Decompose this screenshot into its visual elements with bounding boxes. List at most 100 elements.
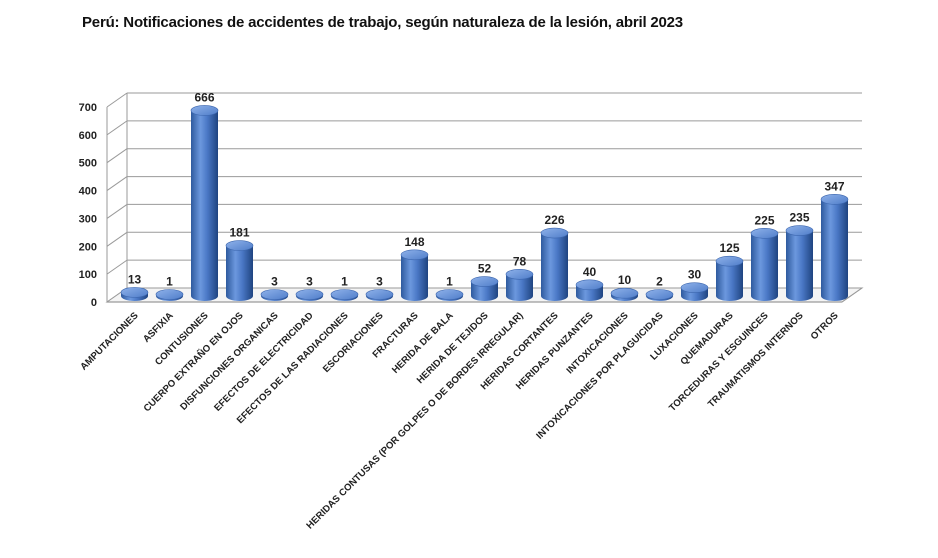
x-tick-label: ASFIXIA: [141, 310, 176, 345]
bar: [540, 227, 569, 301]
bar: [260, 289, 289, 301]
bar-top: [155, 289, 184, 300]
bar-body: [226, 245, 253, 301]
bar: [190, 105, 219, 301]
chart-title: Perú: Notificaciones de accidentes de tr…: [82, 14, 683, 31]
bar: [365, 289, 394, 301]
data-label: 225: [754, 213, 774, 227]
data-label: 52: [478, 262, 492, 276]
bar: [505, 268, 534, 301]
bar-body: [401, 254, 428, 301]
gridline-side: [106, 204, 128, 219]
bar-body: [751, 233, 778, 301]
data-label: 3: [376, 275, 383, 289]
data-label: 181: [229, 226, 249, 240]
data-label: 2: [656, 275, 663, 289]
x-tick-label: AMPUTACIONES: [78, 310, 141, 373]
bar: [750, 228, 779, 301]
bar-body: [786, 230, 813, 301]
data-label: 1: [446, 275, 453, 289]
bar: [680, 282, 709, 301]
bar: [785, 225, 814, 301]
bar-top: [820, 194, 849, 205]
bar: [225, 240, 254, 301]
bar-top: [575, 279, 604, 291]
bar-top: [225, 240, 254, 251]
floor-edge: [841, 287, 863, 303]
bar-top: [540, 227, 569, 239]
data-label: 3: [306, 275, 313, 289]
bar: [435, 289, 464, 301]
bar-top: [400, 249, 429, 261]
bar-body: [506, 274, 533, 301]
y-tick-label: 200: [79, 241, 97, 253]
data-label: 13: [128, 272, 142, 286]
data-label: 235: [789, 211, 809, 225]
data-label: 10: [618, 273, 632, 287]
bar-top: [330, 289, 359, 300]
x-tick-label: INTOXICACIONES POR PLAGUICIDAS: [534, 310, 666, 442]
bar: [400, 249, 429, 301]
bar-body: [471, 281, 498, 301]
data-label: 78: [513, 254, 527, 268]
data-label: 3: [271, 275, 278, 289]
y-tick-label: 0: [91, 297, 97, 309]
data-label: 125: [719, 241, 739, 255]
x-tick-label: OTROS: [809, 310, 841, 342]
bars: [120, 105, 849, 301]
bar-top: [295, 289, 324, 300]
data-label: 1: [341, 275, 348, 289]
bar-top: [680, 282, 709, 293]
gridline-side: [106, 259, 128, 275]
y-tick-label: 300: [79, 213, 97, 225]
bar-top: [750, 228, 779, 239]
bar-top: [120, 287, 149, 298]
data-label: 148: [404, 235, 424, 249]
bar-top: [470, 276, 499, 287]
data-label: 347: [824, 179, 844, 193]
bar: [470, 276, 499, 301]
bar: [610, 287, 639, 301]
gridline-side: [106, 92, 128, 108]
bar-top: [645, 289, 674, 300]
y-tick-label: 100: [79, 269, 97, 281]
bar: [820, 194, 849, 301]
bar: [120, 287, 149, 301]
gridline-side: [106, 148, 128, 164]
bar-top: [715, 255, 744, 267]
bar-top: [610, 287, 639, 299]
bar: [155, 289, 184, 301]
bar: [645, 289, 674, 301]
x-tick-label: ESCORIACIONES: [321, 310, 386, 375]
bar-top: [260, 289, 289, 300]
x-tick-label: HERIDA DE BALA: [390, 310, 456, 376]
y-tick-label: 600: [79, 130, 97, 142]
y-tick-label: 700: [79, 102, 97, 114]
gridline-side: [106, 176, 128, 191]
bar-top: [785, 225, 814, 236]
bar-top: [505, 268, 534, 280]
bar: [715, 255, 744, 301]
bar: [295, 289, 324, 301]
y-tick-label: 500: [79, 158, 97, 170]
gridline-side: [106, 120, 128, 136]
bar: [575, 279, 604, 301]
bar-body: [541, 233, 568, 301]
bar-top: [435, 289, 464, 300]
data-label: 30: [688, 268, 702, 282]
data-label: 226: [544, 213, 564, 227]
y-tick-label: 400: [79, 186, 97, 198]
bar-top: [190, 105, 219, 116]
gridline-side: [106, 231, 128, 247]
x-tick-label: INTOXICACIONES: [565, 310, 632, 377]
data-label: 40: [583, 265, 597, 279]
bar-body: [716, 261, 743, 301]
axes: 0 100 200 300 400 500 600 700: [79, 93, 864, 309]
bar-body: [821, 199, 848, 301]
data-label: 1: [166, 275, 173, 289]
bar: [330, 289, 359, 301]
data-label: 666: [194, 90, 214, 104]
